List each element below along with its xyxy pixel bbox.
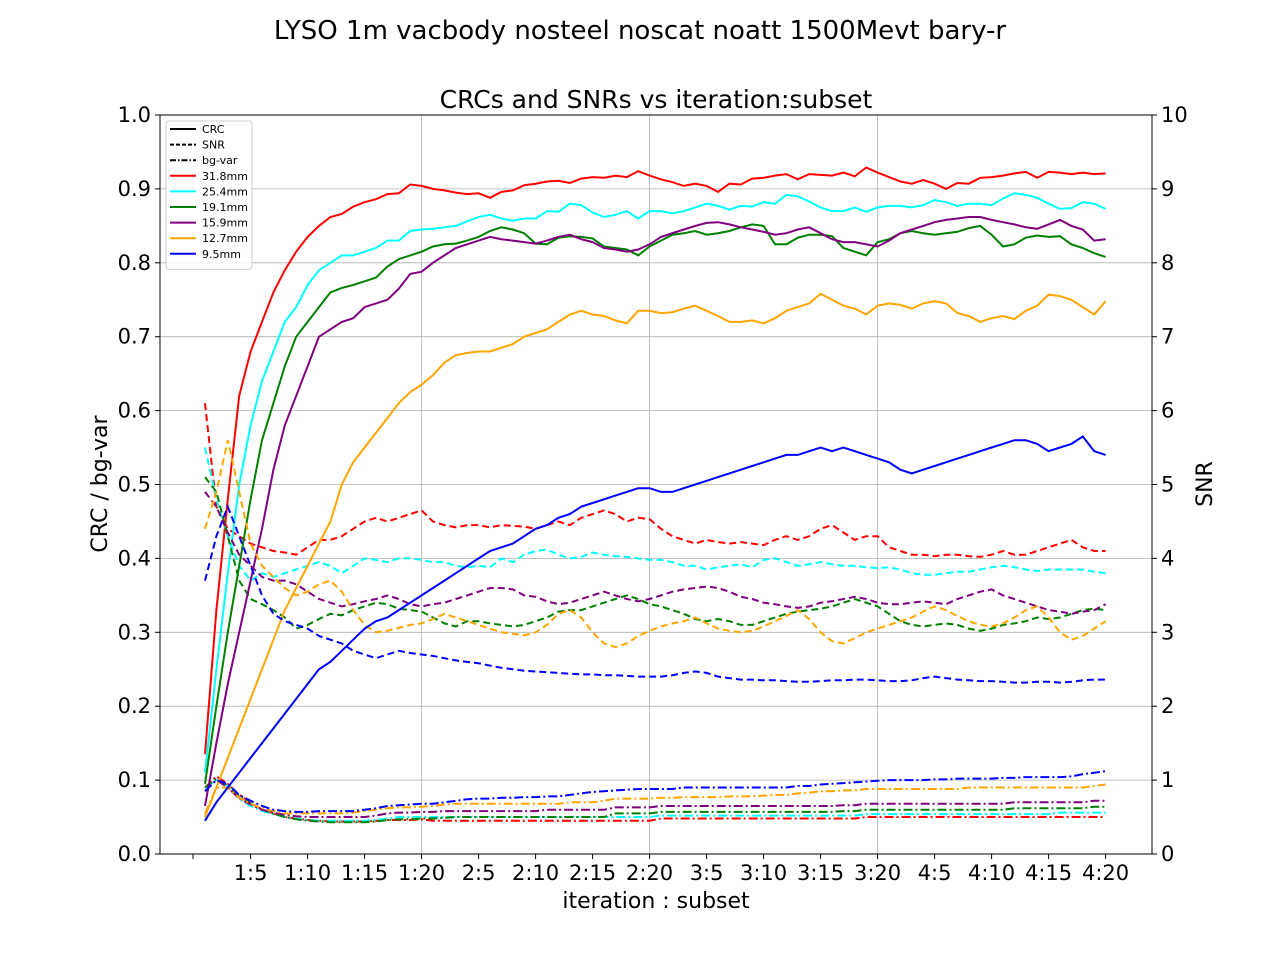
y2-tick-label: 10 (1161, 103, 1188, 127)
legend-label: 25.4mm (202, 185, 248, 198)
chart-title: CRCs and SNRs vs iteration:subset (440, 85, 873, 114)
y-tick-label: 0.6 (118, 399, 151, 423)
bgvar-line-25-4mm (204, 778, 1106, 822)
figure-title: LYSO 1m vacbody nosteel noscat noatt 150… (274, 16, 1007, 46)
y-axis-right: 0 1 2 3 4 5 6 7 8 9 10 (1152, 103, 1188, 866)
legend-label: 12.7mm (202, 232, 248, 245)
x-axis: 1:5 1:10 1:15 1:20 2:5 2:10 2:15 2:20 3:5 3:10 3:1… (192, 854, 1129, 885)
grid (160, 115, 1152, 854)
y-tick-label: 1.0 (118, 103, 151, 127)
y-axis-label: CRC / bg-var (88, 414, 113, 552)
x-tick-label: 4:10 (968, 861, 1015, 885)
y-tick-label: 0.2 (118, 694, 151, 718)
bgvar-line-12-7mm (204, 783, 1106, 815)
y2-tick-label: 0 (1161, 842, 1174, 866)
x-tick-label: 4:15 (1025, 861, 1072, 885)
x-tick-label: 3:15 (797, 861, 844, 885)
x-tick-label: 3:5 (690, 861, 724, 885)
crc-line-25-4mm (204, 192, 1107, 773)
x-tick-label: 3:10 (740, 861, 787, 885)
x-tick-label: 2:10 (512, 861, 559, 885)
y2-tick-label: 7 (1161, 325, 1174, 349)
x-tick-label: 1:10 (284, 861, 331, 885)
y2-tick-label: 4 (1161, 546, 1174, 570)
legend-label: 9.5mm (202, 248, 241, 261)
snr-line-31-8mm (204, 403, 1106, 558)
crc-line-19-1mm (204, 223, 1106, 784)
legend-box (165, 120, 253, 270)
bgvar-line-9-5mm (204, 770, 1106, 813)
x-tick-label: 2:15 (569, 861, 616, 885)
snr-line-25-4mm (204, 447, 1106, 582)
y-tick-label: 0.5 (118, 473, 151, 497)
bgvar-line-31-8mm (204, 775, 1106, 823)
y-tick-label: 0.4 (118, 546, 151, 570)
x-tick-label: 1:15 (341, 861, 388, 885)
y2-axis-label: SNR (1193, 461, 1218, 507)
snr-line-9-5mm (204, 503, 1106, 684)
y2-tick-label: 3 (1161, 620, 1174, 644)
x-tick-label: 3:20 (854, 861, 901, 885)
y-tick-label: 0.9 (118, 177, 151, 201)
snr-line-12-7mm (204, 439, 1107, 649)
legend: CRC SNR bg-var 31.8mm 25.4mm 19.1mm 15.9mm 12.7… (165, 120, 253, 270)
y2-tick-label: 5 (1161, 473, 1174, 497)
crc-line-9-5mm (204, 435, 1106, 822)
y2-tick-label: 8 (1161, 251, 1174, 275)
y2-tick-label: 6 (1161, 399, 1174, 423)
y2-tick-label: 2 (1161, 694, 1174, 718)
legend-label: CRC (202, 123, 225, 136)
y-tick-label: 0.3 (118, 620, 151, 644)
x-tick-label: 1:20 (398, 861, 445, 885)
crc-line-12-7mm (204, 292, 1107, 818)
legend-label: bg-var (202, 154, 238, 167)
x-tick-label: 4:5 (918, 861, 952, 885)
crc-line-31-8mm (204, 166, 1106, 755)
y2-tick-label: 1 (1161, 768, 1174, 792)
x-axis-label: iteration : subset (562, 889, 750, 914)
x-tick-label: 1:5 (234, 861, 268, 885)
legend-label: 15.9mm (202, 217, 248, 230)
snr-line-19-1mm (204, 476, 1106, 632)
x-tick-label: 2:20 (626, 861, 673, 885)
y-tick-label: 0.8 (118, 251, 151, 275)
bgvar-line-19-1mm (204, 777, 1106, 824)
crc-line-15-9mm (204, 216, 1106, 807)
legend-label: 19.1mm (202, 201, 248, 214)
x-tick-label: 2:5 (462, 861, 496, 885)
x-tick-label: 4:20 (1082, 861, 1129, 885)
y-tick-label: 0.7 (118, 325, 151, 349)
y2-tick-label: 9 (1161, 177, 1174, 201)
y-tick-label: 0.0 (118, 842, 151, 866)
y-axis-left: 0.0 0.1 0.2 0.3 0.4 0.5 0.6 0.7 0.8 0.9 1.0 (118, 103, 160, 866)
legend-label: 31.8mm (202, 170, 248, 183)
plot-lines (204, 166, 1107, 824)
y-tick-label: 0.1 (118, 768, 151, 792)
bgvar-line-15-9mm (204, 778, 1106, 818)
legend-label: SNR (202, 139, 225, 152)
snr-line-15-9mm (204, 491, 1107, 615)
